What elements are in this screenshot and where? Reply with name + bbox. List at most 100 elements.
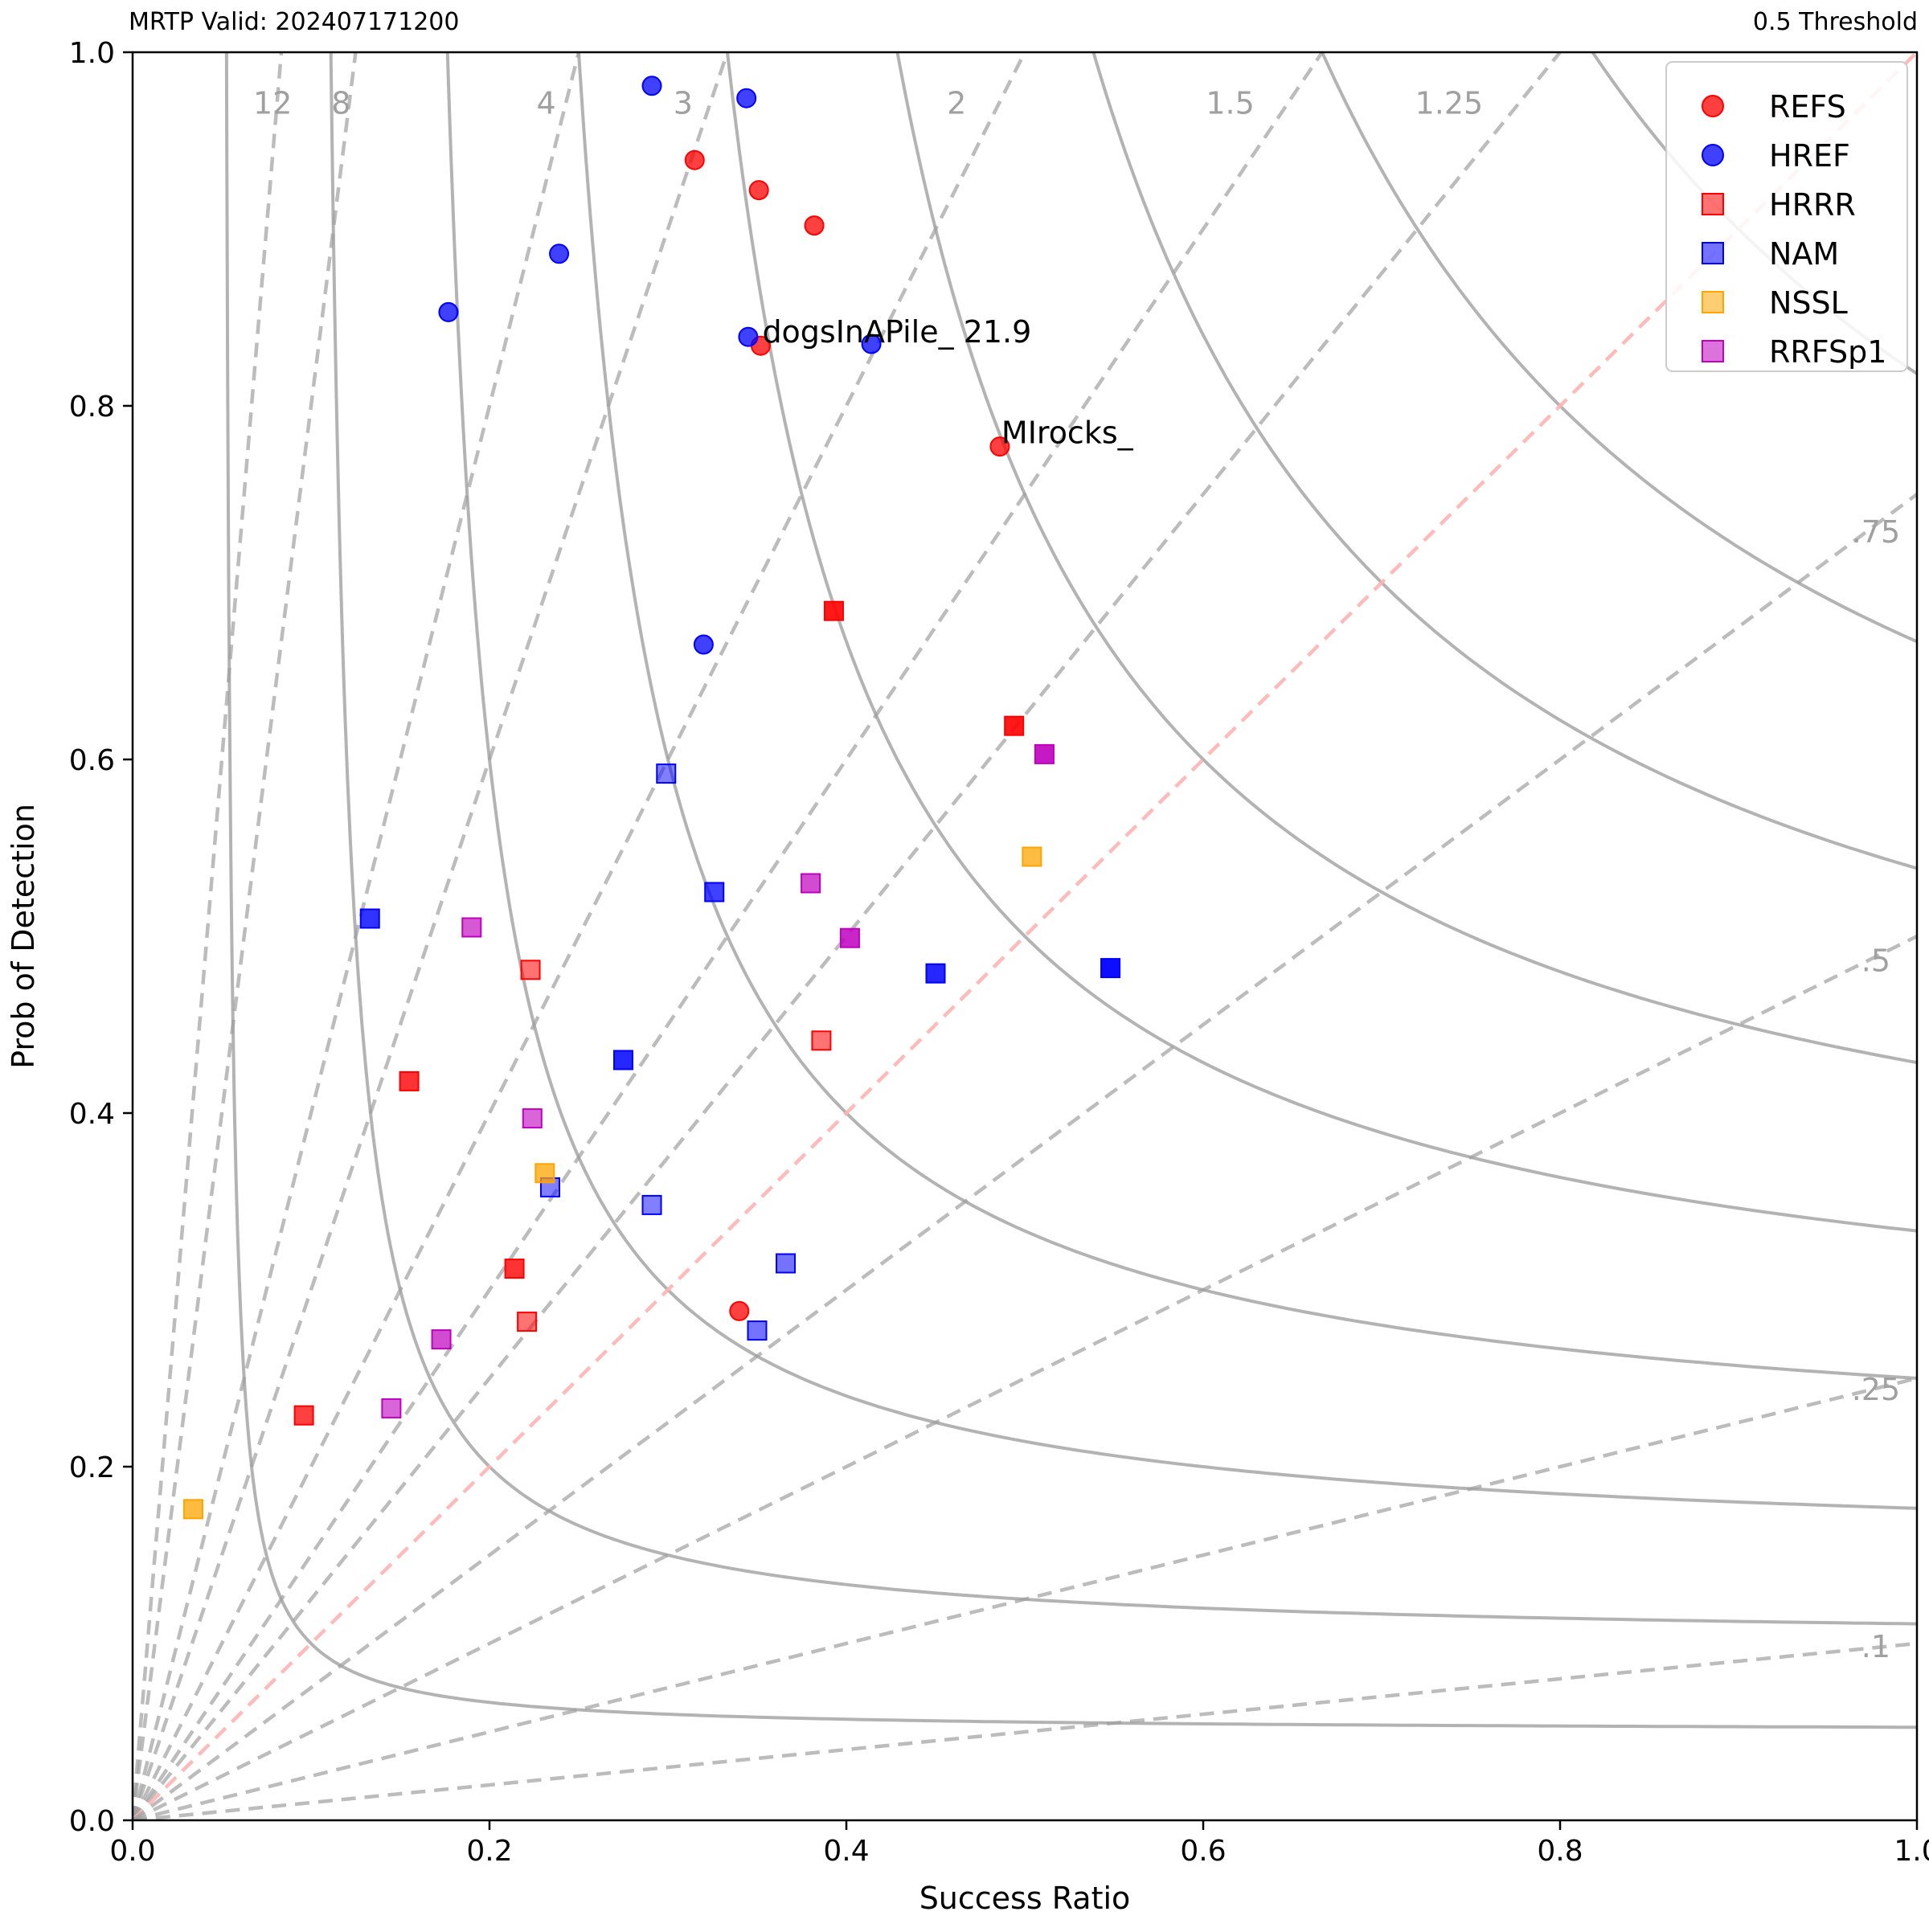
y-tick-label: 0.6 <box>69 744 115 777</box>
data-point <box>461 917 482 938</box>
x-tick-label: 0.0 <box>109 1835 155 1868</box>
y-tick-label: 0.0 <box>69 1805 115 1838</box>
legend-label: NSSL <box>1769 285 1848 321</box>
data-point <box>747 1320 768 1341</box>
data-point <box>1100 958 1121 979</box>
data-point <box>801 873 821 894</box>
legend-marker <box>1702 242 1724 264</box>
data-point <box>549 244 570 264</box>
data-point <box>823 600 844 621</box>
bias-line <box>133 52 1325 1820</box>
data-point <box>861 334 882 354</box>
data-point <box>748 180 769 201</box>
legend-marker <box>1702 340 1724 362</box>
valid-time-label: MRTP Valid: 202407171200 <box>129 8 460 36</box>
bias-label: .25 <box>1852 1372 1900 1407</box>
legend-label: REFS <box>1769 89 1846 125</box>
y-tick-label: 0.2 <box>69 1451 115 1484</box>
data-point <box>182 1499 203 1520</box>
csi-contour <box>725 52 1917 1233</box>
data-point <box>438 301 459 322</box>
point-annotation: MIrocks_ <box>1001 415 1134 451</box>
bias-label: 4 <box>537 86 556 121</box>
data-point <box>839 927 860 948</box>
data-point <box>989 436 1010 457</box>
bias-label: 2 <box>947 86 966 121</box>
legend-label: HRRR <box>1769 187 1856 223</box>
data-point <box>1004 715 1025 736</box>
data-point <box>776 1253 797 1274</box>
data-point <box>925 963 946 984</box>
legend-box <box>1665 61 1908 372</box>
legend-label: NAM <box>1769 236 1839 272</box>
bias-line <box>133 52 1562 1820</box>
bias-label: .5 <box>1861 943 1890 979</box>
data-point <box>522 1108 543 1129</box>
data-point <box>704 882 725 903</box>
y-tick-label: 0.4 <box>69 1098 115 1131</box>
legend-marker <box>1702 95 1724 117</box>
bias-line <box>133 52 730 1820</box>
legend-label: RRFSp1 <box>1769 334 1886 370</box>
csi-contour <box>445 52 1917 1510</box>
bias-line <box>133 1641 1917 1820</box>
data-point <box>656 763 677 784</box>
data-point <box>613 1050 633 1070</box>
csi-contour <box>1320 52 1917 644</box>
x-tick-label: 0.6 <box>1180 1835 1226 1868</box>
bias-line <box>133 52 358 1820</box>
data-point <box>641 1194 662 1215</box>
bias-label: 12 <box>253 86 292 121</box>
bias-label: 1.5 <box>1206 86 1254 121</box>
point-annotation: dogsInAPile_ 21.9 <box>762 314 1031 350</box>
data-point <box>736 88 757 108</box>
bias-line <box>133 52 581 1820</box>
data-point <box>738 326 759 347</box>
bias-label: 1.25 <box>1415 86 1484 121</box>
legend-marker <box>1702 144 1724 166</box>
bias-line <box>133 1376 1917 1820</box>
data-point <box>399 1070 420 1091</box>
legend: REFS HREF HRRR NAM NSSL RRFSp1 <box>1665 61 1908 372</box>
bias-line <box>133 492 1917 1820</box>
data-point <box>517 1312 538 1332</box>
data-point <box>381 1398 402 1418</box>
data-point <box>641 76 662 96</box>
bias-label: 3 <box>674 86 693 121</box>
legend-marker <box>1702 193 1724 215</box>
data-point <box>1034 743 1055 764</box>
y-axis-label: Prob of Detection <box>6 804 41 1069</box>
bias-line <box>133 52 1027 1820</box>
data-point <box>729 1300 750 1321</box>
plot-frame <box>131 51 1919 1822</box>
bias-label: 8 <box>331 86 350 121</box>
legend-label: HREF <box>1769 138 1850 174</box>
bias-line <box>133 934 1917 1820</box>
csi-contour <box>576 52 1917 1380</box>
x-tick-label: 1.0 <box>1894 1835 1929 1868</box>
data-point <box>431 1329 452 1350</box>
data-point <box>684 149 705 170</box>
x-tick-label: 0.2 <box>466 1835 512 1868</box>
y-tick-label: 1.0 <box>69 37 115 70</box>
bias-line <box>133 52 1917 1820</box>
csi-contour <box>895 52 1917 1065</box>
data-point <box>804 215 825 236</box>
csi-contour <box>224 52 1917 1729</box>
x-tick-label: 0.8 <box>1537 1835 1583 1868</box>
x-tick-label: 0.4 <box>823 1835 869 1868</box>
data-point <box>534 1163 555 1184</box>
data-point <box>293 1405 314 1426</box>
data-point <box>1022 846 1042 867</box>
x-axis-label: Success Ratio <box>919 1881 1131 1916</box>
legend-marker <box>1702 291 1724 313</box>
data-point <box>520 960 541 980</box>
data-point <box>504 1259 525 1279</box>
threshold-label: 0.5 Threshold <box>1752 8 1918 36</box>
csi-contour <box>1091 52 1917 870</box>
data-point <box>693 634 714 655</box>
csi-contour <box>329 52 1917 1626</box>
data-point <box>811 1030 832 1051</box>
